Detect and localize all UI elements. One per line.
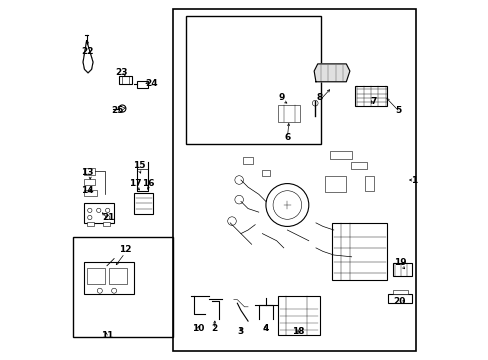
Bar (387, 294, 411, 303)
Circle shape (87, 215, 92, 220)
Text: 15: 15 (133, 161, 145, 170)
Bar (262, 170, 269, 176)
Bar (324, 176, 346, 192)
Circle shape (234, 195, 243, 204)
Circle shape (119, 105, 125, 112)
Bar (350, 162, 366, 169)
Text: 19: 19 (393, 258, 406, 267)
Text: 1: 1 (410, 176, 416, 185)
Text: 7: 7 (369, 97, 376, 106)
Text: 17: 17 (129, 179, 142, 188)
Polygon shape (83, 41, 93, 73)
Text: 21: 21 (102, 213, 115, 222)
Text: 18: 18 (291, 327, 304, 336)
Bar (83, 203, 114, 223)
Bar (119, 76, 132, 84)
Bar (108, 267, 126, 284)
Text: 23: 23 (115, 68, 127, 77)
Bar (84, 190, 97, 196)
Text: 13: 13 (81, 168, 93, 177)
Text: 11: 11 (101, 331, 113, 340)
Circle shape (87, 208, 92, 212)
Bar (103, 222, 110, 226)
Circle shape (105, 215, 110, 220)
Bar (137, 81, 148, 88)
Text: 8: 8 (316, 93, 322, 102)
Text: 12: 12 (118, 245, 131, 254)
Bar (84, 168, 95, 175)
Circle shape (312, 100, 317, 106)
Bar (87, 222, 94, 226)
Text: 6: 6 (284, 132, 290, 141)
Bar (331, 223, 386, 280)
Bar (173, 9, 415, 351)
Circle shape (111, 288, 116, 293)
Bar (354, 86, 386, 106)
Text: 2: 2 (211, 324, 217, 333)
Circle shape (97, 288, 102, 293)
Bar (73, 237, 173, 337)
Bar (185, 16, 321, 144)
Bar (134, 193, 153, 214)
Polygon shape (313, 64, 349, 82)
Text: 10: 10 (191, 324, 204, 333)
Circle shape (105, 208, 110, 212)
Bar (392, 290, 407, 294)
Text: 24: 24 (145, 79, 158, 88)
Bar (83, 262, 134, 294)
Text: 3: 3 (237, 327, 244, 336)
Circle shape (227, 217, 236, 225)
Bar (278, 105, 299, 122)
Circle shape (265, 184, 308, 226)
Bar (278, 296, 319, 336)
Text: 20: 20 (393, 297, 405, 306)
Circle shape (97, 208, 101, 212)
Circle shape (272, 191, 301, 219)
Bar (84, 179, 95, 185)
Circle shape (234, 176, 243, 184)
Text: 9: 9 (278, 93, 285, 102)
Bar (87, 267, 105, 284)
Text: 25: 25 (111, 106, 123, 115)
Text: 4: 4 (262, 324, 268, 333)
Text: 14: 14 (81, 186, 93, 195)
Bar (329, 150, 351, 159)
Bar (365, 176, 373, 191)
Text: 16: 16 (142, 179, 154, 188)
Text: 22: 22 (81, 47, 93, 56)
Text: 5: 5 (394, 106, 401, 115)
Bar (242, 157, 253, 164)
Bar (392, 263, 411, 276)
Polygon shape (190, 293, 208, 299)
